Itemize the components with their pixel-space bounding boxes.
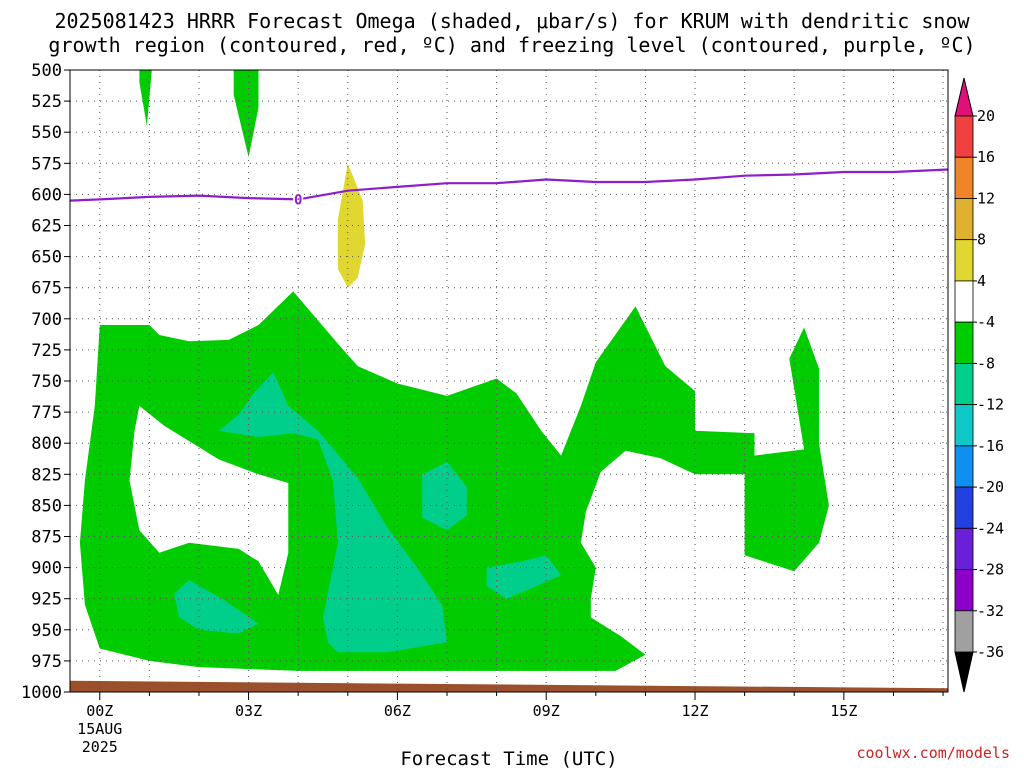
colorbar-segment-3 bbox=[954, 198, 974, 241]
colorbar-segment-11 bbox=[954, 527, 974, 570]
colorbar-segment-13 bbox=[954, 610, 974, 653]
y-tick-label-525: 525 bbox=[31, 92, 62, 112]
colorbar-segment-5 bbox=[954, 280, 974, 323]
colorbar-segment-10 bbox=[954, 486, 974, 529]
colorbar-label-11: 12 bbox=[977, 189, 995, 207]
x-tick-label-06Z: 06Z bbox=[384, 702, 411, 720]
ground-surface bbox=[70, 680, 948, 692]
y-tick-label-950: 950 bbox=[31, 621, 62, 641]
colorbar-label-8: -4 bbox=[977, 313, 995, 331]
colorbar-label-0: -36 bbox=[977, 643, 1004, 661]
colorbar-label-2: -28 bbox=[977, 561, 1004, 579]
omega-region-3 bbox=[337, 163, 366, 288]
y-tick-label-700: 700 bbox=[31, 310, 62, 330]
x-tick-sublabel-year: 2025 bbox=[82, 738, 118, 756]
colorbar-label-5: -16 bbox=[977, 437, 1004, 455]
colorbar-segment-4 bbox=[954, 239, 974, 282]
omega-region-8 bbox=[174, 580, 259, 634]
omega-region-5 bbox=[218, 372, 447, 653]
freezing-level-line bbox=[70, 168, 948, 202]
y-tick-label-800: 800 bbox=[31, 434, 62, 454]
x-axis-label: Forecast Time (UTC) bbox=[400, 748, 617, 768]
colorbar-label-3: -24 bbox=[977, 519, 1004, 537]
x-tick-label-12Z: 12Z bbox=[681, 702, 708, 720]
y-tick-label-825: 825 bbox=[31, 465, 62, 485]
x-tick-label-03Z: 03Z bbox=[235, 702, 262, 720]
y-tick-label-925: 925 bbox=[31, 590, 62, 610]
y-tick-label-650: 650 bbox=[31, 248, 62, 268]
colorbar-segment-12 bbox=[954, 569, 974, 612]
x-tick-label-00Z: 00Z bbox=[86, 702, 113, 720]
y-tick-label-775: 775 bbox=[31, 403, 62, 423]
colorbar-segment-9 bbox=[954, 445, 974, 488]
y-tick-label-900: 900 bbox=[31, 559, 62, 579]
y-tick-label-1000: 1000 bbox=[21, 683, 62, 703]
credit-link[interactable]: coolwx.com/models bbox=[856, 744, 1010, 762]
colorbar: -36 -32 -28 -24 -20 -16 -12 -8 -4 4 8 12 16 20 bbox=[954, 77, 1004, 693]
y-tick-label-850: 850 bbox=[31, 496, 62, 516]
omega-region-1 bbox=[139, 70, 152, 126]
x-tick-label-15Z: 15Z bbox=[830, 702, 857, 720]
colorbar-segment-6 bbox=[954, 321, 974, 364]
chart-title-line-1: 2025081423 HRRR Forecast Omega (shaded, … bbox=[54, 9, 970, 33]
omega-region-6 bbox=[422, 461, 467, 531]
y-tick-label-725: 725 bbox=[31, 341, 62, 361]
omega-region-2 bbox=[233, 70, 259, 158]
colorbar-label-10: 8 bbox=[977, 231, 986, 249]
colorbar-label-13: 20 bbox=[977, 107, 995, 125]
colorbar-segment-1 bbox=[954, 115, 974, 158]
y-tick-label-975: 975 bbox=[31, 652, 62, 672]
colorbar-segment-8 bbox=[954, 404, 974, 447]
x-tick-label-09Z: 09Z bbox=[533, 702, 560, 720]
freezing-level-label: 0 bbox=[294, 192, 302, 208]
colorbar-label-7: -8 bbox=[977, 354, 995, 372]
chart-title-line-2: growth region (contoured, red, ºC) and f… bbox=[48, 33, 976, 57]
y-tick-label-550: 550 bbox=[31, 123, 62, 143]
y-tick-label-500: 500 bbox=[31, 61, 62, 81]
x-tick-sublabel-date: 15AUG bbox=[77, 720, 122, 738]
colorbar-top-arrow bbox=[954, 77, 974, 117]
y-tick-label-625: 625 bbox=[31, 217, 62, 237]
colorbar-label-9: 4 bbox=[977, 272, 986, 290]
y-tick-label-675: 675 bbox=[31, 279, 62, 299]
colorbar-bottom-arrow bbox=[954, 651, 974, 693]
colorbar-label-4: -20 bbox=[977, 478, 1004, 496]
y-tick-label-575: 575 bbox=[31, 154, 62, 174]
colorbar-segment-2 bbox=[954, 156, 974, 199]
omega-region-7 bbox=[486, 555, 562, 599]
colorbar-label-12: 16 bbox=[977, 148, 995, 166]
y-tick-label-875: 875 bbox=[31, 528, 62, 548]
y-tick-label-600: 600 bbox=[31, 185, 62, 205]
y-tick-label-750: 750 bbox=[31, 372, 62, 392]
colorbar-label-1: -32 bbox=[977, 602, 1004, 620]
colorbar-label-6: -12 bbox=[977, 396, 1004, 414]
colorbar-segment-7 bbox=[954, 362, 974, 406]
